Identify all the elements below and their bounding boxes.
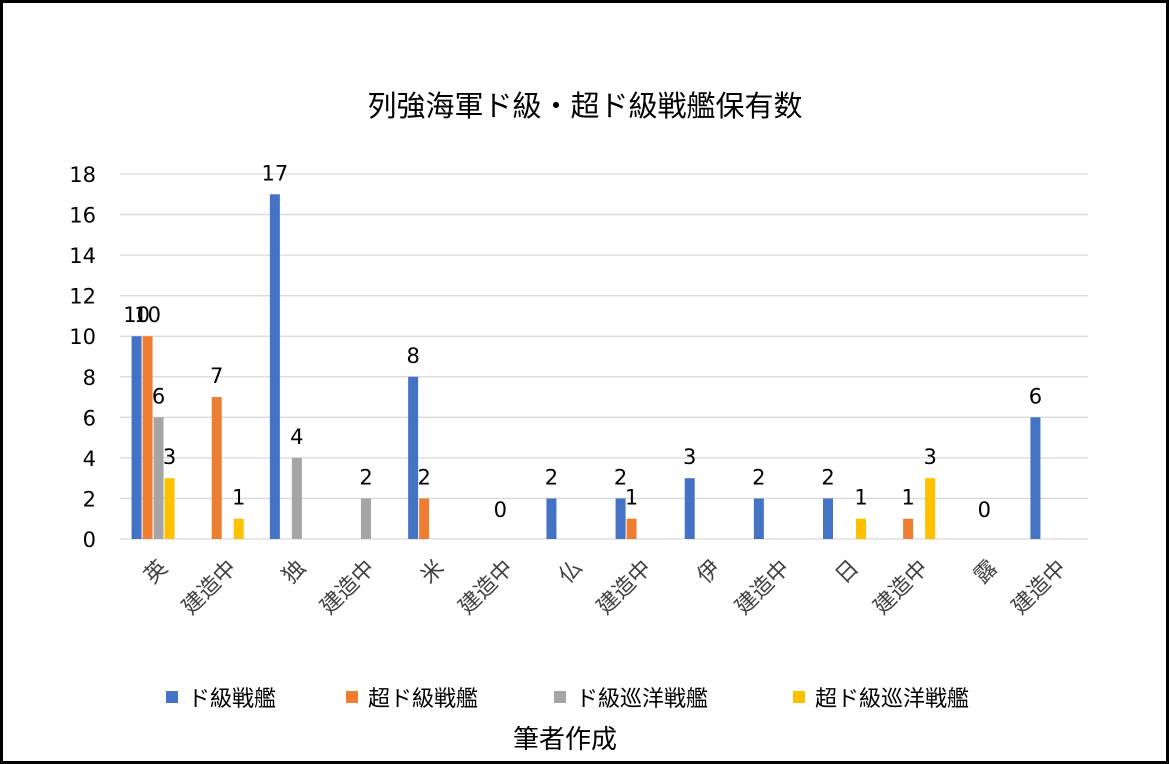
x-tick-label: 建造中 xyxy=(454,556,518,620)
data-label: 10 xyxy=(134,303,161,327)
data-label: 2 xyxy=(614,465,627,489)
data-label: 6 xyxy=(1029,384,1042,408)
x-tick-label: 建造中 xyxy=(731,556,795,620)
x-tick-label: 建造中 xyxy=(592,556,656,620)
y-tick-label: 12 xyxy=(69,285,96,309)
y-tick-label: 18 xyxy=(69,163,96,187)
x-axis: 英建造中独建造中米建造中仏建造中伊建造中日建造中露建造中 xyxy=(140,556,1072,620)
bar xyxy=(753,498,764,539)
bar xyxy=(1030,417,1041,539)
data-label: 1 xyxy=(901,486,914,510)
x-tick-label: 建造中 xyxy=(316,556,380,620)
bars xyxy=(131,194,1041,539)
data-label: 1 xyxy=(854,486,867,510)
x-tick-label: 英 xyxy=(140,556,173,589)
bar xyxy=(211,397,222,539)
bar xyxy=(142,336,153,539)
y-tick-label: 2 xyxy=(83,487,96,511)
x-tick-label: 露 xyxy=(969,556,1002,589)
data-label: 0 xyxy=(978,498,991,522)
y-tick-label: 10 xyxy=(69,325,96,349)
legend-label: ド級戦艦 xyxy=(188,687,276,712)
y-tick-label: 4 xyxy=(83,447,96,471)
bar xyxy=(925,478,936,539)
x-tick-label: 独 xyxy=(278,556,311,589)
data-label: 2 xyxy=(545,465,558,489)
y-tick-label: 6 xyxy=(83,406,96,430)
legend-swatch xyxy=(346,691,358,703)
data-label: 2 xyxy=(821,465,834,489)
bar xyxy=(269,194,280,539)
x-tick-label: 建造中 xyxy=(1007,556,1071,620)
data-label: 3 xyxy=(923,445,936,469)
data-label: 8 xyxy=(406,344,419,368)
y-tick-label: 16 xyxy=(69,204,96,228)
footer-note: 筆者作成 xyxy=(513,725,617,755)
data-label: 2 xyxy=(417,465,430,489)
y-tick-label: 8 xyxy=(83,366,96,390)
x-tick-label: 建造中 xyxy=(178,556,242,620)
y-tick-label: 0 xyxy=(83,528,96,552)
data-label: 1 xyxy=(232,486,245,510)
bar xyxy=(823,498,833,539)
legend-label: ド級巡洋戦艦 xyxy=(576,687,708,712)
legend-swatch xyxy=(793,691,805,703)
legend-swatch xyxy=(166,691,178,703)
data-label: 1 xyxy=(625,486,638,510)
data-label: 3 xyxy=(683,445,696,469)
y-axis: 0 2 4 6 8 10 12 14 16 18 xyxy=(69,163,96,552)
bar xyxy=(164,478,175,539)
legend-swatch xyxy=(554,691,566,703)
bar xyxy=(131,336,142,539)
legend: ド級戦艦 超ド級戦艦 ド級巡洋戦艦 超ド級巡洋戦艦 xyxy=(166,687,969,712)
y-tick-label: 14 xyxy=(69,244,96,268)
bar xyxy=(626,518,637,539)
bar xyxy=(684,478,695,539)
bar xyxy=(419,498,430,539)
data-label: 17 xyxy=(261,161,288,185)
chart-title: 列強海軍ド級・超ド級戦艦保有数 xyxy=(367,89,802,123)
bar xyxy=(153,417,164,539)
data-label: 3 xyxy=(163,445,176,469)
data-label: 2 xyxy=(359,465,372,489)
bar xyxy=(615,498,626,539)
bar xyxy=(361,498,371,539)
data-label: 6 xyxy=(152,384,165,408)
legend-label: 超ド級戦艦 xyxy=(368,687,478,712)
x-tick-label: 日 xyxy=(831,556,864,589)
data-label: 2 xyxy=(752,465,765,489)
legend-label: 超ド級巡洋戦艦 xyxy=(815,687,969,712)
data-label: 10 xyxy=(123,303,150,327)
bar xyxy=(291,457,302,539)
data-label: 4 xyxy=(290,425,303,449)
bar xyxy=(546,498,557,539)
bar xyxy=(408,376,419,539)
data-label: 7 xyxy=(210,364,223,388)
x-tick-label: 伊 xyxy=(693,556,726,589)
bar xyxy=(856,518,866,539)
bar xyxy=(903,518,914,539)
gridlines xyxy=(120,173,1088,540)
data-label: 0 xyxy=(494,498,507,522)
x-tick-label: 建造中 xyxy=(869,556,933,620)
x-tick-label: 仏 xyxy=(554,556,587,589)
x-tick-label: 米 xyxy=(416,556,449,589)
bar xyxy=(233,518,244,539)
